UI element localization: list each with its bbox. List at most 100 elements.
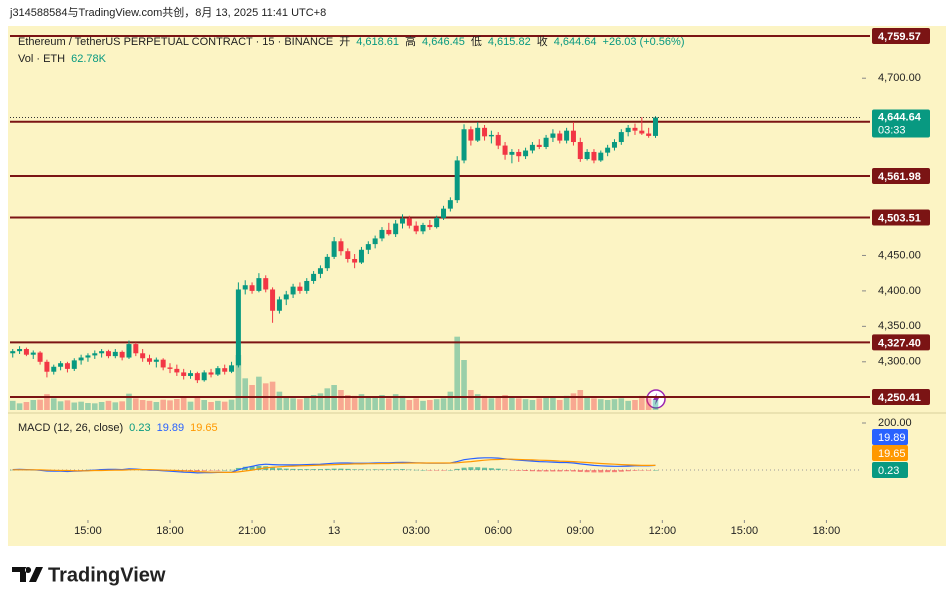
- brand-name: TradingView: [48, 564, 166, 586]
- alert-bolt[interactable]: [653, 393, 659, 405]
- macd-histogram: [646, 470, 652, 471]
- candle-body: [324, 256, 330, 269]
- candle-body: [222, 368, 228, 372]
- macd-histogram: [399, 469, 405, 471]
- candle-body: [311, 273, 317, 281]
- macd-histogram: [235, 467, 241, 471]
- volume-bar: [406, 400, 413, 410]
- level-label: 4,327.40: [878, 337, 921, 349]
- vol-label: Vol · ETH: [18, 53, 65, 65]
- x-tick-label: 09:00: [567, 525, 595, 537]
- candle-body: [338, 241, 344, 252]
- macd-histogram: [639, 470, 645, 471]
- candle-body: [475, 127, 481, 141]
- macd-histogram: [270, 467, 276, 471]
- volume-bar: [577, 390, 584, 410]
- volume-bar: [529, 400, 536, 410]
- volume-bar: [71, 402, 78, 410]
- volume-bar: [228, 399, 235, 410]
- macd-histogram: [338, 468, 344, 471]
- macd-histogram: [488, 468, 494, 471]
- macd-histogram: [406, 469, 412, 471]
- volume-bar: [454, 336, 460, 410]
- macd-histogram: [605, 470, 611, 473]
- macd-histogram: [482, 467, 488, 471]
- macd-histogram: [140, 470, 146, 471]
- candle-body: [434, 217, 440, 228]
- candle-body: [461, 129, 467, 161]
- macd-histogram: [304, 469, 310, 471]
- candle-body: [509, 151, 515, 155]
- macd-histogram: [611, 470, 617, 473]
- volume-bar: [98, 402, 105, 410]
- open-name: 开: [339, 36, 350, 48]
- volume-bar: [420, 400, 426, 410]
- candle-body: [652, 117, 658, 136]
- volume-bar: [139, 400, 146, 410]
- level-label-bg: [872, 168, 930, 185]
- volume-bar: [133, 398, 139, 410]
- macd-histogram: [468, 467, 474, 471]
- macd-histogram: [434, 470, 440, 471]
- macd-histogram: [516, 470, 522, 471]
- macd-histogram: [632, 470, 638, 471]
- volume-bar: [50, 398, 57, 410]
- high-name: 高: [405, 34, 416, 48]
- volume-bar: [221, 401, 228, 410]
- macd-histogram: [345, 468, 351, 471]
- candle-body: [58, 363, 64, 367]
- candle-body: [153, 359, 159, 362]
- candle-body: [352, 258, 358, 263]
- macd-histogram: [591, 470, 597, 473]
- candle-body: [229, 365, 235, 372]
- volume-bar: [351, 395, 358, 410]
- candle-body: [51, 366, 57, 372]
- candle-body: [317, 268, 323, 274]
- x-tick-label: 18:00: [156, 525, 184, 537]
- candle-body: [570, 130, 576, 143]
- macd-histogram: [495, 468, 501, 471]
- x-tick-label: 15:00: [74, 525, 102, 537]
- macd-histogram: [290, 468, 296, 471]
- volume-bar: [146, 400, 153, 410]
- macd-histogram: [543, 470, 549, 472]
- candle-body: [30, 352, 36, 355]
- candle-body: [516, 151, 522, 157]
- volume-bar: [242, 378, 249, 410]
- candle-body: [447, 200, 453, 209]
- macd-histogram: [577, 470, 583, 472]
- candle-body: [283, 294, 289, 300]
- volume-bar: [78, 401, 84, 410]
- level-label-bg: [872, 388, 930, 405]
- macd-histogram: [379, 469, 385, 471]
- candle-body: [441, 208, 447, 218]
- macd-histogram: [393, 469, 399, 471]
- candle-body: [331, 241, 337, 257]
- macd-histogram: [283, 468, 289, 471]
- candle-body: [297, 286, 303, 291]
- macd-histogram: [584, 470, 590, 473]
- macd-histogram: [249, 466, 255, 471]
- candle-body: [584, 151, 590, 160]
- candle-body: [126, 344, 132, 358]
- volume-bar: [194, 396, 201, 410]
- macd-histogram: [311, 469, 317, 471]
- logo-icon: [12, 567, 43, 582]
- candle-body: [201, 372, 207, 381]
- volume-bar: [16, 403, 23, 410]
- volume-bar: [488, 398, 495, 410]
- candle-body: [379, 229, 385, 239]
- candle-body: [611, 142, 617, 148]
- volume-bar: [180, 398, 187, 410]
- macd-histogram: [475, 467, 481, 471]
- volume-bar: [509, 396, 515, 410]
- low-name: 低: [471, 35, 482, 48]
- y-tick-label: 4,400.00: [878, 285, 921, 297]
- volume-bar: [167, 400, 173, 410]
- volume-bar: [645, 398, 652, 410]
- candle-body: [345, 251, 351, 259]
- volume-bar: [208, 402, 214, 410]
- alert-icon[interactable]: [646, 389, 666, 409]
- volume-bar: [372, 397, 378, 410]
- macd-histogram: [447, 470, 453, 471]
